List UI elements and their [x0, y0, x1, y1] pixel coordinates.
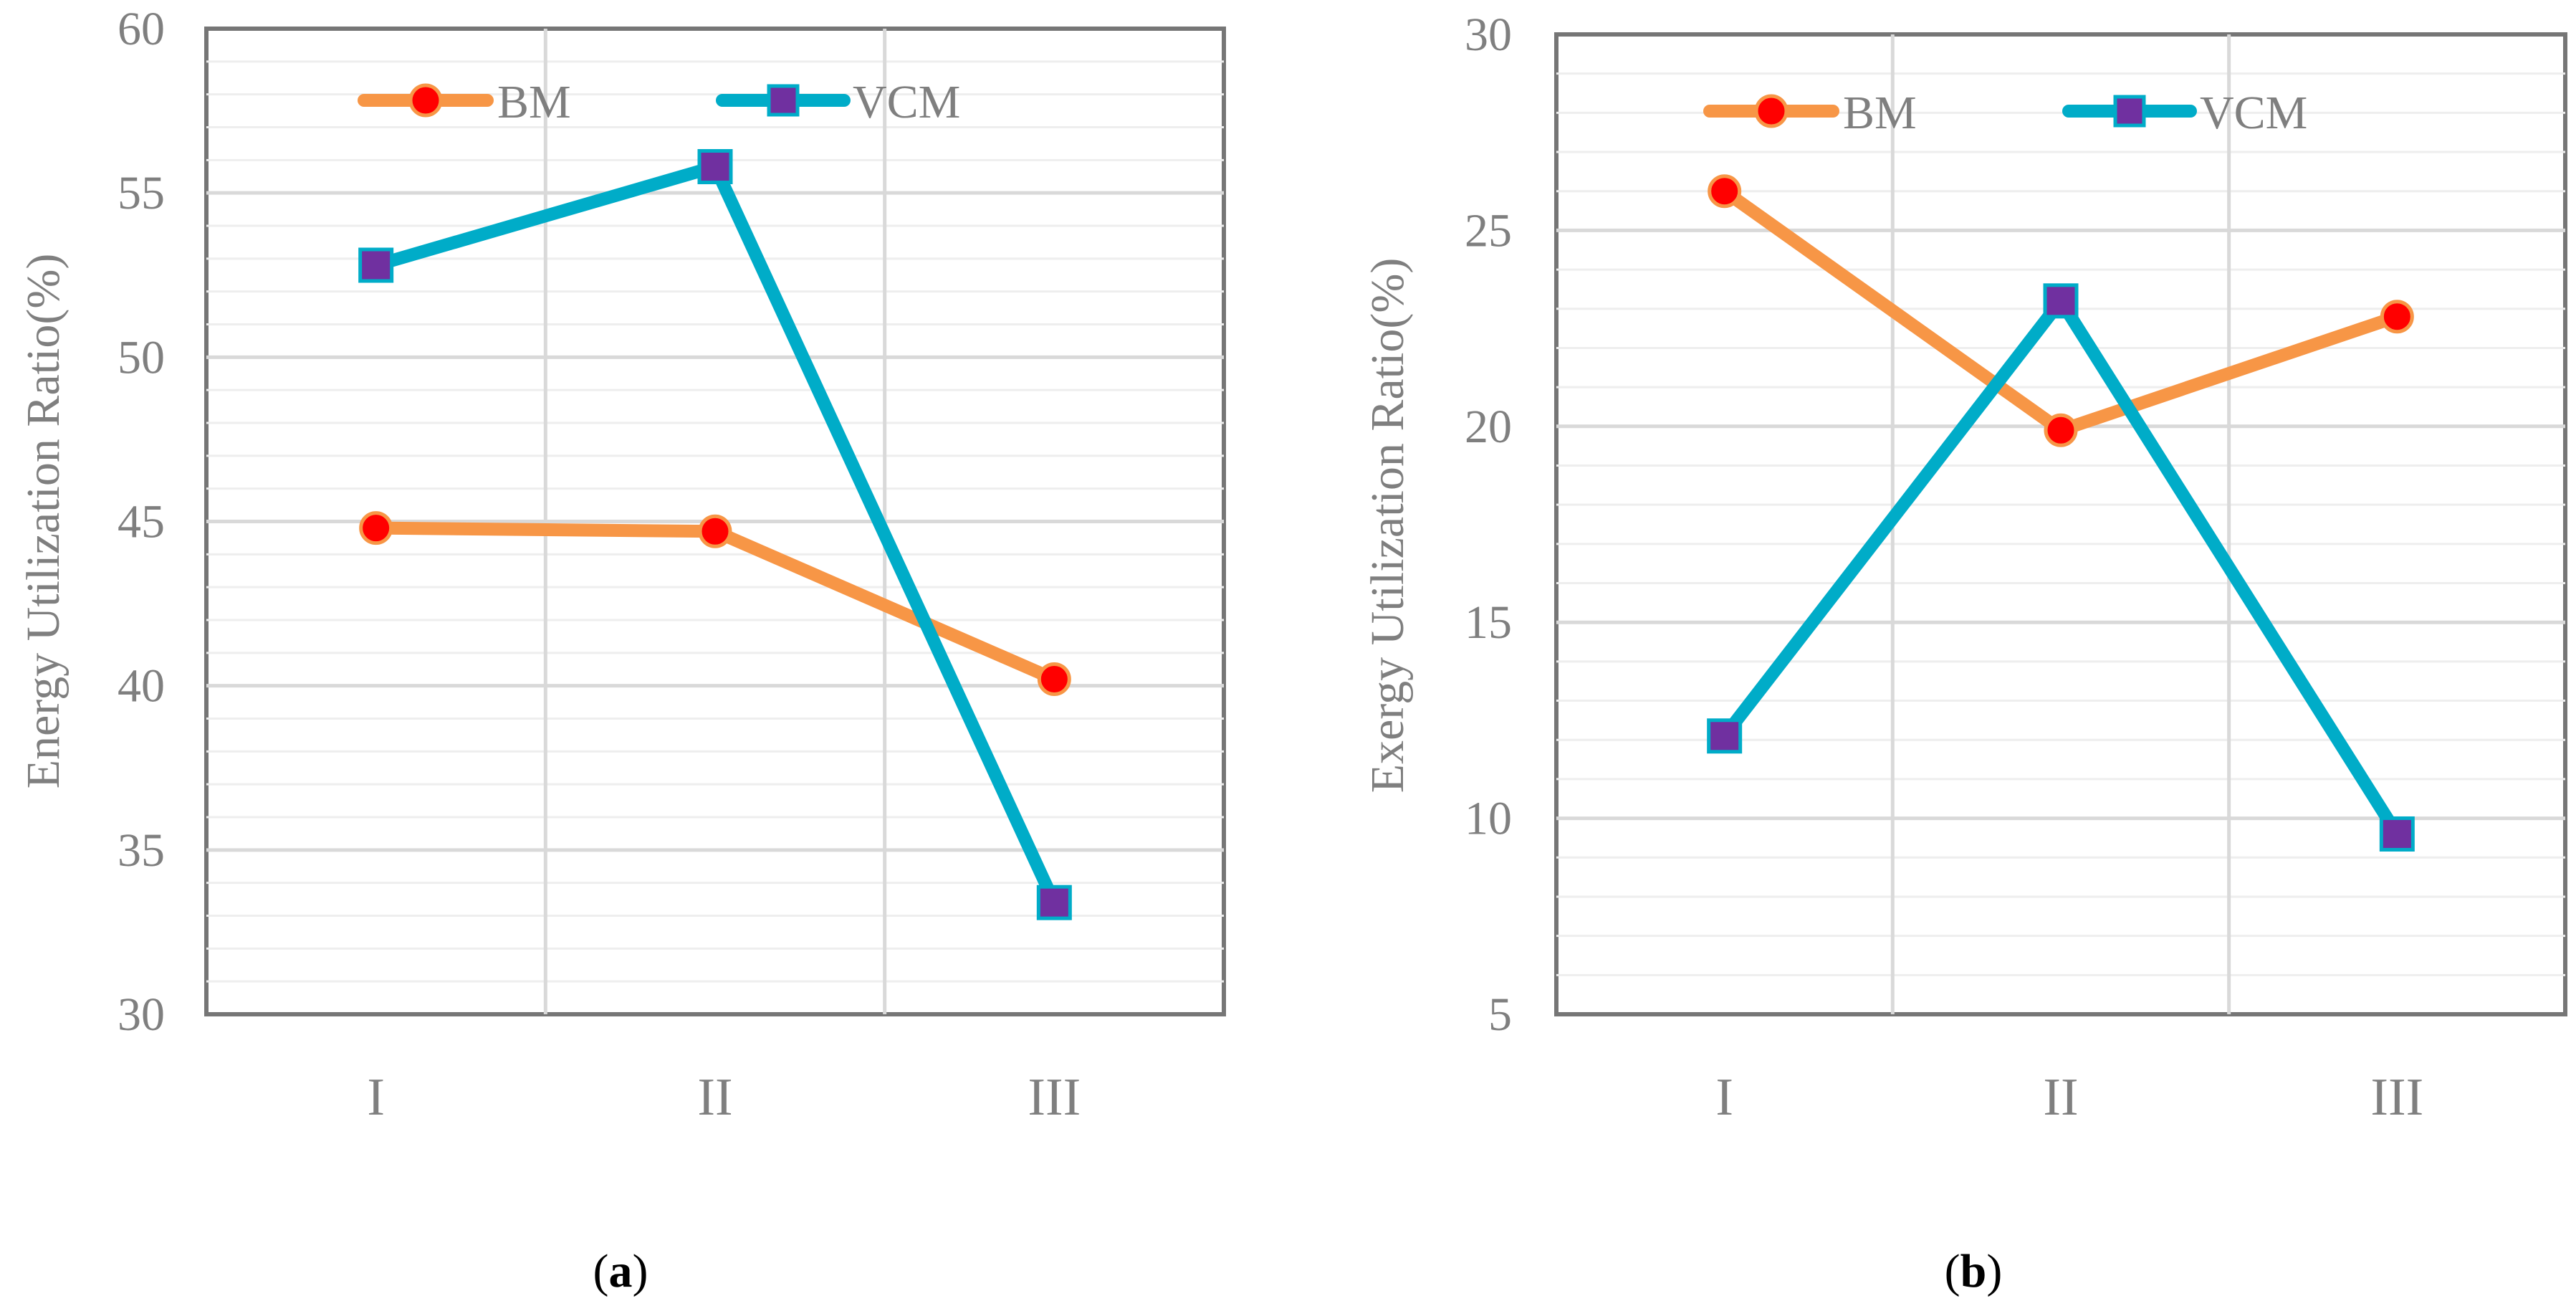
- data-point-bm: [1037, 662, 1071, 696]
- y-tick-label: 60: [118, 3, 165, 55]
- data-point-bm: [698, 514, 732, 548]
- legend-swatch-marker-vcm-b: [2113, 95, 2146, 128]
- x-tick-label: II: [697, 1068, 732, 1127]
- legend-label-bm-a: BM: [497, 76, 571, 128]
- y-tick-label: 20: [1465, 401, 1512, 453]
- legend-b: BM VCM: [1703, 87, 2307, 139]
- caption-label-a: a: [609, 1245, 633, 1297]
- y-tick-label: 25: [1465, 204, 1512, 257]
- data-point-vcm: [2379, 816, 2415, 852]
- plot-area-b: [1554, 32, 2567, 1016]
- y-tick-label: 50: [118, 331, 165, 383]
- x-tick-label: II: [2043, 1068, 2078, 1127]
- y-ticks-b: 5 10 15 20 25 30: [1465, 9, 1512, 1041]
- legend-label-vcm-a: VCM: [853, 76, 960, 128]
- legend-label-bm-b: BM: [1843, 87, 1917, 139]
- caption-label-b: b: [1960, 1245, 1987, 1297]
- grid-a: [206, 29, 1224, 1014]
- x-tick-label: I: [367, 1068, 385, 1127]
- y-ticks-a: 30 35 40 45 50 55 60: [118, 3, 165, 1041]
- caption-a: (a): [593, 1245, 648, 1297]
- y-axis-title-a: Energy Utilization Ratio(%): [17, 254, 70, 789]
- legend-label-vcm-b: VCM: [2200, 87, 2307, 139]
- y-tick-label: 45: [118, 496, 165, 548]
- caption-b: (b): [1945, 1245, 2003, 1297]
- y-tick-label: 30: [1465, 9, 1512, 61]
- x-ticks-a: I II III: [367, 1068, 1081, 1127]
- y-tick-label: 15: [1465, 596, 1512, 649]
- y-tick-label: 55: [118, 167, 165, 219]
- legend-swatch-marker-bm-a: [408, 83, 443, 118]
- data-point-bm: [1708, 174, 1742, 209]
- data-point-vcm: [1707, 718, 1743, 754]
- x-tick-label: I: [1715, 1068, 1733, 1127]
- data-point-bm: [2044, 413, 2078, 447]
- legend-a: BM VCM: [358, 76, 960, 128]
- data-point-bm: [2380, 300, 2414, 334]
- y-tick-label: 5: [1488, 988, 1512, 1041]
- x-tick-label: III: [2370, 1068, 2423, 1127]
- y-tick-label: 10: [1465, 793, 1512, 845]
- data-point-vcm: [1036, 885, 1072, 920]
- series-markers-a: [358, 149, 1072, 920]
- y-tick-label: 35: [118, 824, 165, 877]
- data-point-vcm: [2043, 283, 2079, 319]
- data-point-vcm: [358, 247, 394, 283]
- y-tick-label: 30: [118, 988, 165, 1041]
- y-axis-title-b: Exergy Utilization Ratio(%): [1361, 258, 1414, 793]
- legend-swatch-marker-bm-b: [1754, 94, 1789, 128]
- data-point-vcm: [697, 149, 733, 184]
- y-tick-label: 40: [118, 660, 165, 712]
- legend-swatch-marker-vcm-a: [767, 84, 800, 117]
- data-point-bm: [359, 511, 393, 545]
- x-ticks-b: I II III: [1715, 1068, 2423, 1127]
- series-markers-b: [1707, 174, 2415, 852]
- x-tick-label: III: [1028, 1068, 1081, 1127]
